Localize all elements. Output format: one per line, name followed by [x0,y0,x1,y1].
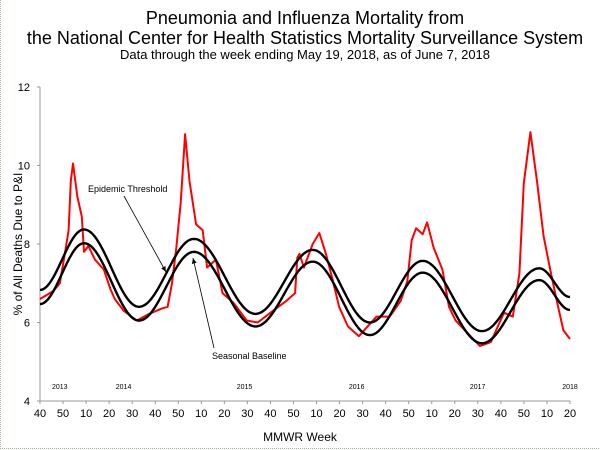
y-tick-label: 6 [24,318,30,330]
x-tick-label: 10 [310,408,322,420]
x-tick-label: 30 [126,408,138,420]
series-seasonal-baseline [39,242,571,345]
x-tick-label: 50 [172,408,184,420]
x-tick-label: 40 [264,408,276,420]
x-tick-label: 20 [218,408,230,420]
y-axis-label: % of All Deaths Due to P&I [11,173,25,316]
x-tick-label: 20 [103,408,115,420]
series-epidemic-threshold [39,228,571,333]
annotation-seasonal-baseline: Seasonal Baseline [212,351,287,361]
x-tick-label: 30 [356,408,368,420]
year-label: 2018 [562,384,578,391]
x-tick-label: 40 [34,408,46,420]
x-tick-label: 40 [380,408,392,420]
x-tick-label: 30 [472,408,484,420]
x-tick-label: 40 [149,408,161,420]
annotation-epidemic-threshold: Epidemic Threshold [88,184,167,194]
x-tick-label: 20 [564,408,576,420]
x-tick-label: 10 [426,408,438,420]
x-tick-label: 20 [333,408,345,420]
y-tick-label: 4 [24,396,30,408]
y-tick-label: 10 [18,161,30,173]
x-tick-label: 10 [541,408,553,420]
chart-title-line2: the National Center for Health Statistic… [26,28,584,48]
x-tick-label: 50 [57,408,69,420]
y-tick-label: 12 [18,82,30,94]
x-tick-label: 50 [403,408,415,420]
x-tick-label: 50 [518,408,530,420]
series-observed [39,131,571,347]
annotation-arrow-baseline [191,257,215,349]
chart-subtitle: Data through the week ending May 19, 201… [119,47,491,62]
x-tick-label: 10 [195,408,207,420]
chart-title: Pneumonia and Influenza Mortality from [145,8,465,28]
x-tick-label: 40 [495,408,507,420]
year-label: 2014 [116,384,132,391]
x-tick-label: 20 [449,408,461,420]
year-label: 2017 [470,384,486,391]
x-tick-label: 30 [241,408,253,420]
year-label: 2013 [52,384,68,391]
x-axis-label: MMWR Week [263,430,338,444]
x-tick-label: 50 [287,408,299,420]
annotation-arrow-threshold [123,195,167,273]
year-label: 2015 [237,384,253,391]
year-label: 2016 [349,384,365,391]
x-tick-label: 10 [80,408,92,420]
y-tick-label: 8 [24,239,30,251]
